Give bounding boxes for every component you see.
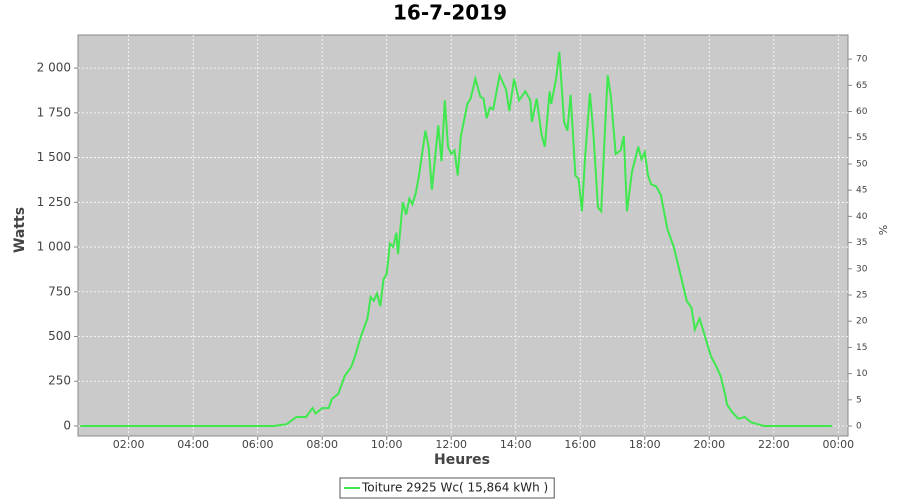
y-tick-label: 0: [63, 418, 71, 432]
y-axis-label: Watts: [12, 207, 28, 253]
y-tick-label: 1 500: [37, 150, 71, 164]
legend: Toiture 2925 Wc( 15,864 kWh ): [339, 477, 555, 499]
y2-tick-label: 20: [856, 317, 868, 327]
x-tick-label: 20:00: [693, 438, 725, 451]
x-tick-label: 06:00: [242, 438, 274, 451]
y-tick-label: 2 000: [37, 61, 71, 75]
x-tick-label: 22:00: [758, 438, 790, 451]
y-tick-label: 750: [48, 284, 71, 298]
y2-tick-label: 40: [856, 212, 868, 222]
y-tick-label: 1 250: [37, 195, 71, 209]
y2-tick-label: 55: [856, 133, 867, 143]
x-tick-label: 16:00: [564, 438, 596, 451]
x-tick-label: 08:00: [306, 438, 338, 451]
y2-tick-label: 5: [856, 395, 862, 405]
y2-tick-label: 15: [856, 343, 867, 353]
y2-tick-label: 0: [856, 422, 862, 432]
y-tick-label: 250: [48, 374, 71, 388]
x-tick-label: 10:00: [371, 438, 403, 451]
y2-tick-label: 65: [856, 81, 867, 91]
y2-tick-label: 60: [856, 107, 868, 117]
y2-axis-label: %: [877, 225, 890, 235]
y2-tick-label: 70: [856, 55, 868, 65]
y2-tick-label: 50: [856, 159, 868, 169]
x-tick-label: 18:00: [629, 438, 661, 451]
x-axis-label: Heures: [434, 452, 490, 468]
y2-tick-label: 45: [856, 186, 867, 196]
x-tick-label: 12:00: [435, 438, 467, 451]
x-tick-label: 00:00: [822, 438, 854, 451]
y2-tick-label: 10: [856, 369, 868, 379]
y2-tick-label: 35: [856, 238, 867, 248]
legend-label: Toiture 2925 Wc( 15,864 kWh ): [361, 481, 548, 495]
chart-title: 16-7-2019: [393, 1, 507, 25]
line: [80, 51, 832, 427]
x-tick-label: 14:00: [500, 438, 532, 451]
x-tick-label: 04:00: [177, 438, 209, 451]
x-tick-label: 02:00: [113, 438, 145, 451]
y-tick-label: 1 750: [37, 105, 71, 119]
y2-tick-label: 30: [856, 264, 868, 274]
y-tick-label: 500: [48, 329, 71, 343]
legend-box: [339, 477, 555, 499]
y-tick-label: 1 000: [37, 240, 71, 254]
plot-area: [77, 34, 849, 437]
y2-tick-label: 25: [856, 290, 867, 300]
